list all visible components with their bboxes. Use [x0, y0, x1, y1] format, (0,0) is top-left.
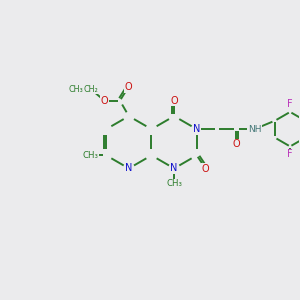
Text: NH: NH [248, 125, 261, 134]
Text: CH₃: CH₃ [166, 179, 182, 188]
Text: O: O [232, 139, 240, 149]
Text: N: N [193, 124, 200, 134]
Text: F: F [287, 99, 293, 109]
Text: F: F [287, 149, 293, 159]
Text: CH₃: CH₃ [69, 85, 84, 94]
Text: O: O [170, 96, 178, 106]
Text: O: O [202, 164, 209, 174]
Text: O: O [124, 82, 132, 92]
Text: N: N [170, 164, 178, 173]
Text: CH₃: CH₃ [83, 151, 99, 160]
Text: O: O [101, 96, 108, 106]
Text: CH₂: CH₂ [84, 85, 98, 94]
Text: N: N [125, 164, 133, 173]
